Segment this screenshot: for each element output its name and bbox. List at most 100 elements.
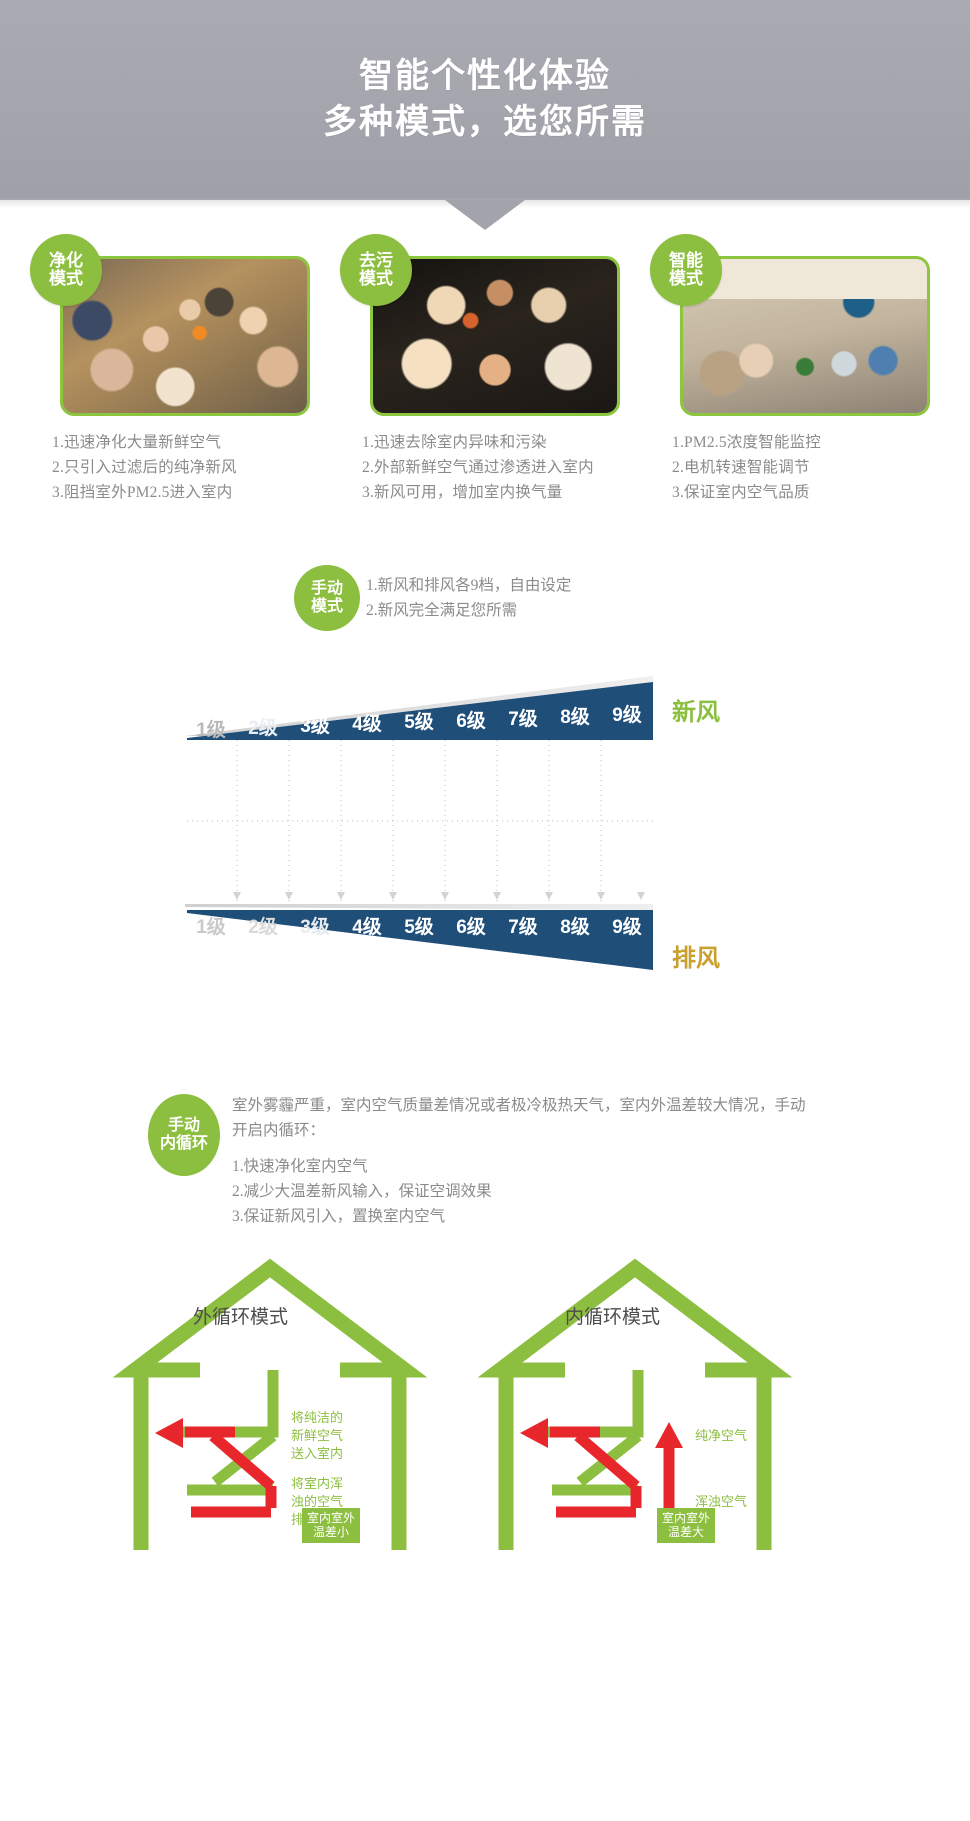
mode-badge-inner-line-2: 内循环 [159,1135,208,1152]
red-diagonal-arrow [209,1431,275,1491]
house-title-inner: 内循环模式 [565,1307,661,1328]
temp-diff-tag-outer: 室内室外 温差小 [302,1508,361,1543]
fresh-air-legend-label: 新风 [672,699,720,726]
house-roof-outline [112,1258,428,1378]
level-label: 6级 [456,709,486,732]
list-item: 3.新风可用，增加室内换气量 [362,484,563,502]
mode-badge-purify-line-1: 净化 [49,250,83,270]
level-label: 6级 [456,915,486,938]
level-label: 5级 [404,710,434,733]
inner-circulation-section: 手动 内循环 室外雾霾严重，室内空气质量差情况或者极冷极热天气，室内外温差较大情… [148,1094,812,1229]
inner-circulation-text: 室外雾霾严重，室内空气质量差情况或者极冷极热天气，室内外温差较大情况，手动开启内… [232,1094,812,1229]
chart-tick-marks [233,892,645,900]
list-item: 1.新风和排风各9档，自由设定 [366,577,572,594]
banner-notch-arrow [445,200,525,230]
inner-circulation-bullets: 1.快速净化室内空气 2.减少大温差新风输入，保证空调效果 3.保证新风引入，置… [232,1154,812,1229]
mode-badge-smart: 智能 模式 [650,234,722,306]
mode-badge-smart-line-1: 智能 [669,250,703,270]
exhaust-wedge [187,910,653,970]
level-label: 2级 [248,915,278,938]
mode-badge-decontaminate: 去污 模式 [340,234,412,306]
level-label: 8级 [560,705,590,728]
exhaust-legend-label: 排风 [672,945,720,972]
list-item: 3.保证室内空气品质 [672,484,810,502]
level-label: 8级 [560,915,590,938]
level-label: 3级 [300,714,330,737]
mode-bullets-purify: 1.迅速净化大量新鲜空气 2.只引入过滤后的纯净新风 3.阻挡室外PM2.5进入… [30,430,320,505]
temp-diff-tag-inner-line-1: 室内室外 [662,1511,711,1525]
mode-badge-purify: 净化 模式 [30,234,102,306]
list-item: 1.快速净化室内空气 [232,1157,368,1175]
chart-gridlines [187,740,653,902]
red-inflow-arrowhead [520,1418,548,1448]
annotation-line: 纯净空气 [695,1428,747,1443]
mode-photo-decontaminate [370,256,620,416]
mode-card-smart: 智能 模式 1.PM2.5浓度智能监控 2.电机转速智能调节 3.保证室内空气品… [650,234,940,505]
red-inflow-arrowhead [155,1418,183,1448]
house-diagrams-svg: 将纯洁的 新鲜空气 送入室内 将室内浑 浊的空气 排到室外 [112,1258,793,1550]
mode-card-decontaminate: 去污 模式 1.迅速去除室内异味和污染 2.外部新鲜空气通过渗透进入室内 3.新… [340,234,630,505]
temp-diff-tag-outer-line-2: 温差小 [313,1525,350,1540]
mode-badge-manual-line-2: 模式 [310,598,343,615]
level-label: 4级 [352,915,382,938]
list-item: 3.保证新风引入，置换室内空气 [232,1207,446,1225]
annotation-line: 浊的空气 [291,1494,343,1509]
level-label: 7级 [508,915,538,938]
people-around-table-photo [63,259,307,413]
level-label: 5级 [404,915,434,938]
mode-badge-inner-line-1: 手动 [167,1117,200,1135]
level-label: 9级 [612,915,642,938]
annotation-line: 浑浊空气 [695,1494,747,1509]
inner-annotation-dirty: 浑浊空气 [695,1494,747,1509]
list-item: 2.外部新鲜空气通过渗透进入室内 [362,459,594,477]
fresh-level-labels: 1级 2级 3级 4级 5级 6级 7级 8级 9级 [196,703,642,741]
mode-badge-inner-circulation: 手动 内循环 [148,1094,220,1176]
mode-cards-row: 净化 模式 1.迅速净化大量新鲜空气 2.只引入过滤后的纯净新风 3.阻挡室外P… [0,234,970,505]
fan-level-chart-svg: 1级 2级 3级 4级 5级 6级 7级 8级 9级 1级 2级 3级 4级 5… [185,676,653,970]
list-item: 1.迅速去除室内异味和污染 [362,434,547,451]
fresh-air-wedge [187,682,653,740]
fresh-air-path [183,1370,279,1438]
house-inner-circulation: 纯净空气 浑浊空气 [477,1258,793,1550]
mode-badge-purify-line-2: 模式 [49,269,83,288]
clean-air-path [548,1370,644,1438]
list-item: 2.减少大温差新风输入，保证空调效果 [232,1182,492,1200]
mode-badge-manual: 手动 模式 [294,565,360,631]
exhaust-level-labels: 1级 2级 3级 4级 5级 6级 7级 8级 9级 [196,915,642,938]
level-label: 7级 [508,707,538,730]
mode-photo-purify [60,256,310,416]
level-label: 4级 [352,712,382,735]
banner-title-line-1: 智能个性化体验 [359,57,611,96]
temp-diff-tag-inner-line-2: 温差大 [668,1525,705,1540]
mode-badge-decontaminate-line-2: 模式 [359,269,393,288]
level-label: 3级 [300,915,330,938]
inner-circulation-paragraph: 室外雾霾严重，室内空气质量差情况或者极冷极热天气，室内外温差较大情况，手动开启内… [232,1097,806,1139]
level-label: 1级 [196,718,226,741]
level-label: 1级 [196,915,226,938]
manual-mode-bullets: 1.新风和排风各9档，自由设定 2.新风完全满足您所需 [366,573,571,623]
header-banner: 智能个性化体验 多种模式，选您所需 [0,0,970,200]
mode-card-purify: 净化 模式 1.迅速净化大量新鲜空气 2.只引入过滤后的纯净新风 3.阻挡室外P… [30,234,320,505]
annotation-line: 将纯洁的 [291,1410,343,1425]
list-item: 1.迅速净化大量新鲜空气 [52,434,222,451]
house-roof-outline [477,1258,793,1378]
level-label: 9级 [612,703,642,726]
annotation-line: 送入室内 [291,1446,343,1461]
mode-badge-manual-line-1: 手动 [310,580,343,598]
list-item: 1.PM2.5浓度智能监控 [672,434,822,451]
recirculation-arrowhead [655,1422,683,1448]
inner-annotation-clean: 纯净空气 [695,1428,747,1443]
exhaust-wedge-sheen [185,904,653,910]
outer-annotation-inflow: 将纯洁的 新鲜空气 送入室内 [291,1410,343,1461]
fan-level-chart: 1级 2级 3级 4级 5级 6级 7级 8级 9级 1级 2级 3级 4级 5… [175,648,795,1008]
mode-badge-smart-line-2: 模式 [669,269,703,288]
banner-title-line-2: 多种模式，选您所需 [323,103,647,141]
mode-badge-decontaminate-line-1: 去污 [359,250,393,270]
house-title-outer: 外循环模式 [193,1307,289,1328]
red-diagonal-arrow [574,1431,640,1491]
temp-diff-tag-inner: 室内室外 温差大 [657,1508,716,1543]
list-item: 2.只引入过滤后的纯净新风 [52,459,237,477]
manual-mode-heading: 手动 模式 1.新风和排风各9档，自由设定 2.新风完全满足您所需 [294,565,571,631]
mode-bullets-smart: 1.PM2.5浓度智能监控 2.电机转速智能调节 3.保证室内空气品质 [650,430,940,505]
house-outer-circulation: 将纯洁的 新鲜空气 送入室内 将室内浑 浊的空气 排到室外 [112,1258,428,1550]
